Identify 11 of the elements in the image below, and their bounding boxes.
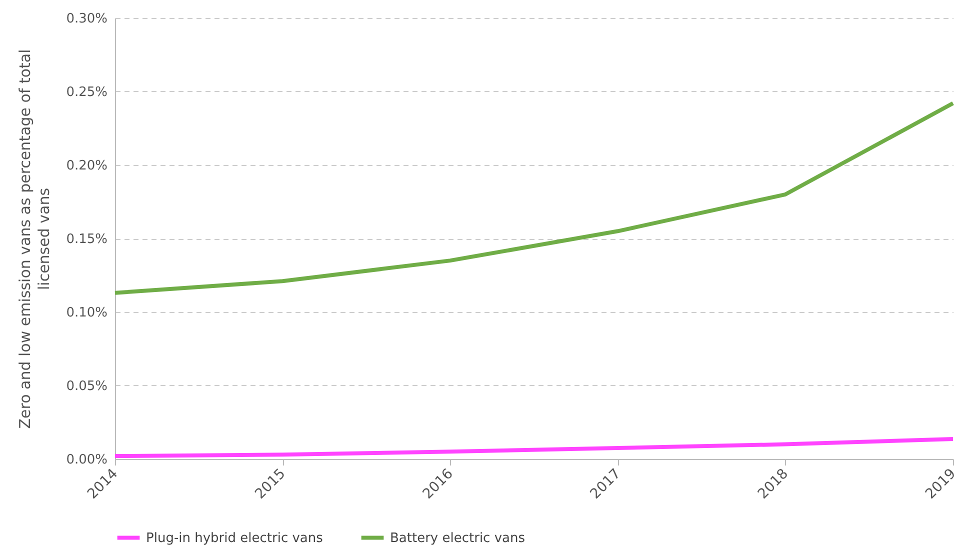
- y-tick-label: 0.25%: [66, 85, 108, 100]
- y-tick-label: 0.15%: [66, 232, 108, 247]
- y-tick-label: 0.00%: [66, 452, 108, 468]
- line-series: [113, 101, 955, 295]
- y-axis-title: Zero and low emission vans as percentage of total licensed vans: [16, 49, 54, 429]
- y-tick-label: 0.10%: [66, 306, 108, 320]
- y-tick-label: 0.20%: [66, 158, 108, 174]
- legend-label: Battery electric vans: [390, 530, 526, 546]
- y-tick-label: 0.30%: [66, 12, 108, 26]
- y-tick-label: 0.05%: [66, 379, 108, 394]
- legend-label: Plug-in hybrid electric vans: [146, 530, 324, 546]
